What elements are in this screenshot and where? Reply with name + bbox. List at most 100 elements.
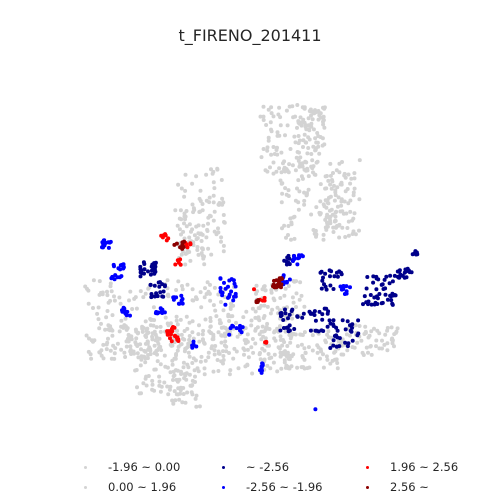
data-point <box>257 332 262 337</box>
data-point <box>286 224 291 228</box>
data-point <box>314 234 318 239</box>
data-point <box>192 233 197 238</box>
data-point <box>125 326 130 331</box>
data-point <box>213 308 218 313</box>
data-point <box>335 204 340 209</box>
data-point <box>271 360 276 365</box>
data-point <box>189 383 194 388</box>
data-point <box>165 384 170 389</box>
data-point <box>206 355 211 360</box>
data-point <box>266 107 271 112</box>
data-point <box>132 296 137 301</box>
data-point <box>180 400 185 405</box>
data-point <box>280 343 285 348</box>
data-point <box>158 362 163 367</box>
data-point <box>118 301 123 306</box>
data-point <box>299 293 304 298</box>
data-point <box>141 295 146 300</box>
data-point <box>128 344 133 349</box>
data-point <box>364 286 369 291</box>
data-point <box>278 123 283 128</box>
data-point <box>169 332 173 337</box>
data-point <box>218 289 223 294</box>
data-point <box>206 350 211 355</box>
data-point <box>314 160 319 165</box>
data-point <box>117 329 122 334</box>
legend-label: -1.96 ~ 0.00 <box>108 460 181 474</box>
data-point <box>321 365 326 370</box>
data-point <box>285 123 290 128</box>
data-point <box>162 353 167 358</box>
data-point <box>294 155 299 160</box>
data-point <box>318 199 323 204</box>
data-point <box>335 366 340 371</box>
data-point <box>261 329 266 334</box>
data-point <box>353 323 358 328</box>
data-point <box>180 336 185 341</box>
data-point <box>325 222 330 227</box>
data-point <box>286 188 291 193</box>
data-point <box>264 123 269 127</box>
data-point <box>187 372 192 377</box>
data-point <box>151 305 156 310</box>
data-point <box>187 337 192 342</box>
data-point <box>340 160 344 164</box>
data-point <box>290 104 295 109</box>
data-point <box>283 311 288 316</box>
data-point <box>160 235 165 240</box>
data-point <box>99 321 103 326</box>
data-point <box>278 296 283 300</box>
data-point <box>348 209 353 214</box>
data-point <box>144 383 149 388</box>
data-point <box>345 319 350 324</box>
data-point <box>106 336 110 341</box>
data-point <box>298 280 303 285</box>
data-point <box>278 314 283 319</box>
series-2 <box>138 249 420 350</box>
data-point <box>318 182 323 187</box>
data-point <box>175 322 180 327</box>
data-point <box>234 326 239 331</box>
data-point <box>118 267 123 272</box>
data-point <box>208 298 213 303</box>
data-point <box>275 130 280 135</box>
data-point <box>181 229 186 234</box>
data-point <box>353 232 358 237</box>
data-point <box>276 112 281 117</box>
data-point <box>202 254 206 259</box>
data-point <box>285 344 290 348</box>
data-point <box>349 176 354 181</box>
data-point <box>152 283 157 288</box>
data-point <box>346 201 351 206</box>
legend-label: -2.56 ~ -1.96 <box>246 480 323 494</box>
data-point <box>197 404 202 409</box>
data-point <box>297 297 302 302</box>
data-point <box>181 245 186 249</box>
data-point <box>333 218 338 223</box>
data-point <box>291 215 296 220</box>
data-point <box>306 116 311 121</box>
data-point <box>338 209 343 214</box>
data-point <box>260 346 265 351</box>
data-point <box>186 350 191 355</box>
data-point <box>103 327 108 332</box>
data-point <box>368 293 373 297</box>
data-point <box>174 295 179 300</box>
data-point <box>179 293 184 298</box>
data-point <box>184 242 189 247</box>
data-point <box>122 323 127 328</box>
data-point <box>253 315 258 320</box>
data-point <box>221 213 226 217</box>
data-point <box>202 295 207 300</box>
data-point <box>262 284 267 289</box>
data-point <box>326 178 331 183</box>
data-point <box>306 174 311 179</box>
data-point <box>269 111 274 116</box>
data-point <box>301 145 305 149</box>
data-point <box>277 133 282 138</box>
data-point <box>112 298 117 303</box>
data-point <box>245 347 250 352</box>
data-point <box>131 349 136 354</box>
data-point <box>294 291 299 296</box>
data-point <box>170 358 175 363</box>
